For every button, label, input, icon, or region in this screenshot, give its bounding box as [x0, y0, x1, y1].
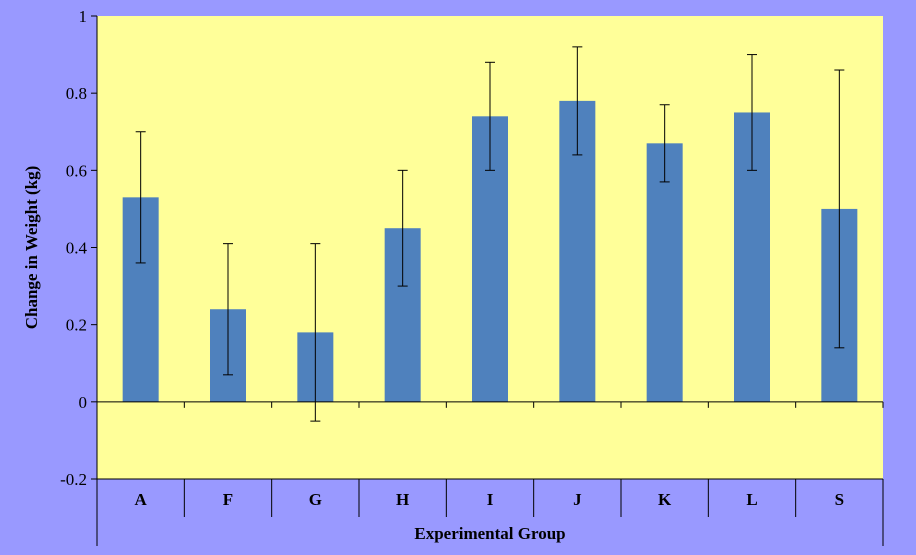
- x-category-label: K: [658, 490, 672, 509]
- error-bar-A: [135, 131, 146, 264]
- error-bar-F: [223, 243, 233, 376]
- axes: [96, 16, 884, 546]
- x-category-label: G: [309, 490, 322, 509]
- y-tick-label: 0.2: [66, 316, 87, 335]
- error-bar-S: [834, 69, 845, 349]
- y-tick-label: 0: [79, 393, 88, 412]
- x-axis-title: Experimental Group: [414, 524, 565, 543]
- error-bar-G: [310, 243, 321, 422]
- y-tick-label: 1: [79, 7, 88, 26]
- x-category-label: L: [746, 490, 757, 509]
- error-bars: [135, 46, 845, 422]
- x-category-label: H: [396, 490, 409, 509]
- y-axis-title: Change in Weight (kg): [22, 166, 41, 330]
- y-tick-label: 0.4: [66, 239, 88, 258]
- x-category-label: I: [487, 490, 494, 509]
- error-bar-J: [572, 46, 583, 156]
- x-category-label: J: [573, 490, 582, 509]
- bar-series: [122, 100, 858, 402]
- error-bar-L: [747, 54, 757, 171]
- error-bar-I: [485, 61, 495, 171]
- y-axis-ticks: -0.2 0 0.2 0.4 0.6 0.8 1: [60, 7, 97, 489]
- x-category-label: A: [135, 490, 148, 509]
- x-category-label: S: [835, 490, 844, 509]
- bar-K: [646, 143, 683, 402]
- y-tick-label: 0.6: [66, 161, 87, 180]
- x-category-label: F: [223, 490, 233, 509]
- error-bar-K: [659, 104, 670, 183]
- error-bar-H: [397, 169, 408, 287]
- y-tick-label: -0.2: [60, 470, 87, 489]
- y-tick-label: 0.8: [66, 84, 87, 103]
